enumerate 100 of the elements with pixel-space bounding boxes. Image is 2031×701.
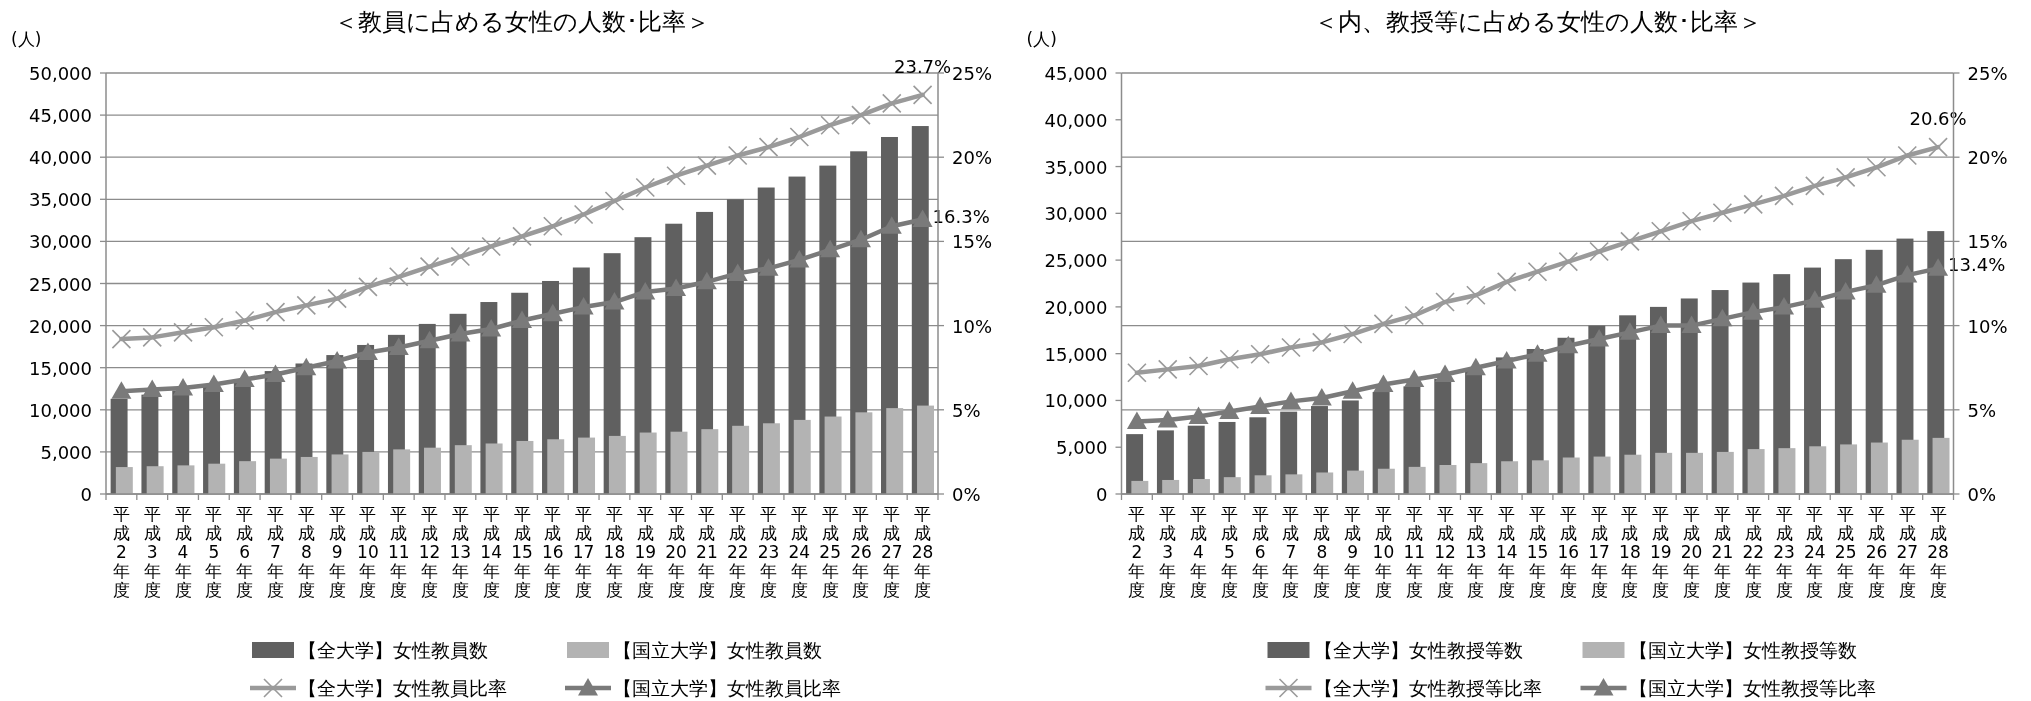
bar [177, 465, 195, 494]
y-tick-label: 15,000 [29, 357, 92, 379]
point [1928, 137, 1948, 157]
y2-tick-label: 5% [952, 399, 981, 421]
y-tick-label: 0 [80, 483, 92, 505]
bar [300, 456, 318, 494]
bar [917, 405, 934, 494]
bar [608, 435, 626, 494]
x-tick-label: 平成27年度 [1896, 504, 1919, 600]
x-tick-label: 平成17年度 [1588, 504, 1610, 600]
x-tick-label: 平成17年度 [572, 504, 595, 600]
x-tick-label: 平成22年度 [726, 504, 749, 600]
point [1250, 396, 1271, 414]
point [727, 145, 748, 166]
point [1681, 315, 1702, 334]
bar [269, 458, 287, 494]
x-tick-label: 平成19年度 [634, 504, 657, 600]
bar [1531, 460, 1549, 494]
bar [424, 447, 441, 494]
x-tick-label: 平成28年度 [1927, 504, 1949, 600]
point [1897, 265, 1918, 283]
legend-label: 【全大学】女性教員比率 [298, 677, 507, 699]
bar [1870, 442, 1888, 494]
bar [1501, 461, 1519, 494]
point [820, 239, 841, 258]
y2-tick-label: 25% [1967, 62, 2008, 84]
bar [239, 461, 257, 494]
y-tick-label: 25,000 [1044, 249, 1108, 271]
y-tick-label: 10,000 [1044, 389, 1108, 411]
bar [701, 429, 719, 494]
point [388, 266, 409, 287]
point [1774, 186, 1794, 206]
point [912, 85, 933, 105]
y-tick-label: 20,000 [29, 315, 92, 337]
x-tick-label: 平成22年度 [1742, 504, 1765, 600]
bar [454, 445, 472, 494]
x-tick-label: 平成20年度 [665, 504, 687, 600]
point [1928, 258, 1949, 276]
x-tick-label: 平成18年度 [603, 504, 626, 600]
y-tick-label: 45,000 [1044, 62, 1108, 84]
data-label: 20.6% [1909, 108, 1967, 130]
legend-label: 【国立大学】女性教授等比率 [1628, 677, 1876, 699]
data-label: 16.3% [932, 205, 990, 227]
y2-tick-label: 10% [1967, 315, 2008, 337]
point [1157, 409, 1178, 428]
x-tick-label: 平成6年度 [1251, 504, 1269, 600]
y-tick-label: 20,000 [1044, 296, 1108, 318]
point [1435, 292, 1455, 312]
point [573, 204, 594, 225]
bar [1655, 452, 1673, 494]
y-axis-title: (人) [11, 29, 42, 49]
bar [886, 408, 904, 494]
point [1311, 388, 1332, 406]
bar [1285, 474, 1303, 494]
point [481, 318, 502, 337]
point [1558, 335, 1579, 354]
y-tick-label: 5,000 [40, 441, 92, 463]
point [820, 115, 840, 135]
point [1650, 315, 1671, 334]
point [1465, 357, 1486, 376]
x-tick-label: 平成11年度 [387, 504, 410, 600]
point [1219, 401, 1240, 419]
point [1404, 305, 1425, 326]
point [789, 249, 810, 268]
x-tick-label: 平成25年度 [819, 504, 841, 600]
point [1157, 359, 1178, 380]
x-tick-label: 平成10年度 [357, 504, 379, 600]
y2-tick-label: 15% [952, 230, 993, 252]
bar [485, 443, 503, 494]
legend-label: 【全大学】女性教員数 [298, 639, 488, 661]
point [1619, 322, 1640, 340]
y2-tick-label: 0% [952, 483, 981, 505]
bar [146, 466, 164, 494]
y-tick-label: 40,000 [29, 146, 92, 168]
point [666, 278, 687, 297]
point [542, 303, 563, 322]
x-tick-label: 平成8年度 [297, 504, 315, 600]
point [1835, 167, 1856, 188]
bar [1840, 444, 1858, 494]
y-tick-label: 5,000 [1055, 436, 1108, 458]
bar [1316, 472, 1334, 494]
y-tick-label: 35,000 [1044, 156, 1108, 178]
bar [1223, 477, 1241, 494]
x-tick-label: 平成20年度 [1680, 504, 1703, 600]
point [1281, 337, 1301, 358]
point [419, 256, 440, 277]
point [1866, 157, 1887, 178]
x-tick-label: 平成7年度 [1282, 504, 1300, 600]
point [357, 342, 378, 361]
point [1435, 364, 1456, 382]
legend-label: 【全大学】女性教授等数 [1313, 639, 1523, 661]
point [142, 379, 163, 398]
point [419, 330, 440, 349]
point [450, 246, 471, 267]
point [1620, 231, 1640, 252]
x-tick-label: 平成24年度 [788, 504, 811, 600]
x-tick-label: 平成21年度 [696, 504, 718, 600]
bar [1747, 449, 1765, 494]
x-tick-label: 平成15年度 [1526, 504, 1549, 600]
bar [732, 425, 750, 494]
